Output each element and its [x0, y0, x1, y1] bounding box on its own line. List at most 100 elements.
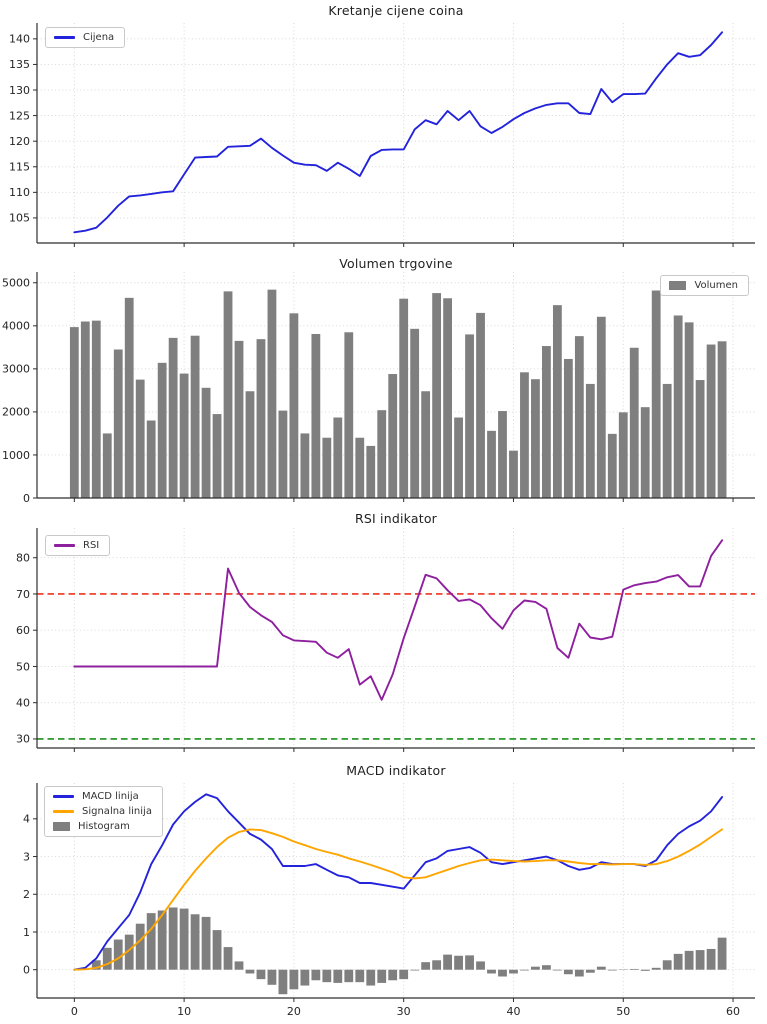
- volumen-patch-swatch-icon: [669, 281, 687, 290]
- legend-label: Signalna linija: [82, 806, 152, 817]
- y-tick-label: 50: [16, 660, 30, 673]
- x-tick-label: 30: [397, 1005, 411, 1018]
- bar: [91, 960, 101, 970]
- bar: [179, 373, 189, 498]
- legend-label: RSI: [83, 540, 100, 551]
- x-tick-label: 60: [726, 1005, 740, 1018]
- macd-line-swatch-icon: [53, 795, 74, 798]
- bar: [190, 914, 200, 970]
- bar: [366, 969, 376, 986]
- bar: [476, 312, 485, 498]
- bar: [465, 955, 474, 970]
- x-tick-label: 10: [177, 1005, 191, 1018]
- x-tick-label: 0: [71, 1005, 78, 1018]
- y-tick-label: 5000: [2, 277, 30, 290]
- bar: [552, 305, 562, 498]
- bar: [256, 969, 266, 980]
- bar: [531, 379, 540, 498]
- bar: [168, 337, 178, 498]
- bar: [135, 923, 145, 970]
- y-tick-label: 2: [23, 888, 30, 901]
- bar: [454, 417, 463, 498]
- bar: [607, 433, 617, 498]
- bar: [289, 313, 299, 498]
- bar: [201, 916, 211, 970]
- rsi-chart-title: RSI indikator: [354, 511, 438, 526]
- bar: [300, 433, 310, 498]
- bar: [520, 372, 529, 498]
- y-tick-label: 4000: [2, 320, 30, 333]
- bar: [498, 411, 507, 498]
- rsi-chart-svg: 30 40 50 60 70 80: [16, 528, 755, 752]
- bar: [223, 947, 233, 970]
- price-chart-svg: 105 110 115 120 125 130 135 140: [9, 23, 755, 247]
- y-tick-label: 4: [23, 813, 30, 826]
- bar: [717, 341, 727, 498]
- x-tick-label: 50: [616, 1005, 630, 1018]
- bar: [443, 954, 452, 970]
- y-tick-label: 2000: [2, 406, 30, 419]
- bar: [443, 298, 452, 498]
- bar: [552, 969, 562, 971]
- bar: [684, 322, 694, 498]
- y-tick-label: 105: [9, 212, 30, 225]
- bar: [487, 430, 496, 498]
- bar: [454, 955, 463, 970]
- bar: [344, 332, 354, 498]
- y-tick-label: 120: [9, 135, 30, 148]
- x-tick-label: 20: [287, 1005, 301, 1018]
- legend-item-cijena: Cijena: [54, 32, 114, 43]
- macd-chart-title: MACD indikator: [346, 763, 446, 778]
- series-line: [73, 539, 724, 701]
- bar: [531, 966, 540, 970]
- bar: [542, 346, 551, 498]
- bar: [706, 948, 716, 970]
- series-line: [73, 828, 724, 971]
- bar: [91, 320, 101, 498]
- histogram-patch-swatch-icon: [53, 822, 70, 831]
- bar: [651, 967, 661, 970]
- legend-item-signalna-linija: Signalna linija: [53, 806, 152, 817]
- bar: [311, 333, 321, 498]
- macd-chart-legend: MACD linija Signalna linija Histogram: [44, 786, 163, 837]
- bar: [673, 953, 683, 970]
- bar: [509, 450, 518, 498]
- bar: [432, 960, 442, 970]
- bar: [135, 379, 145, 498]
- bar: [80, 321, 90, 498]
- bar: [322, 969, 332, 983]
- bar: [69, 327, 79, 498]
- price-chart-legend: Cijena: [45, 27, 126, 48]
- bar: [355, 437, 365, 498]
- bar: [399, 298, 409, 498]
- bar: [563, 969, 573, 975]
- x-tick-label: 40: [506, 1005, 520, 1018]
- y-tick-label: 1000: [2, 449, 30, 462]
- bar: [146, 913, 156, 970]
- series-line: [73, 31, 724, 234]
- bar: [542, 965, 551, 970]
- bar: [410, 328, 420, 498]
- bar: [256, 339, 266, 498]
- volume-chart-legend: Volumen: [660, 275, 749, 296]
- legend-item-macd-linija: MACD linija: [53, 791, 152, 802]
- bar: [410, 969, 420, 971]
- price-chart-panel: Kretanje cijene coina 105 110 115 120 125 130…: [0, 0, 767, 255]
- bar: [245, 391, 255, 498]
- bar: [662, 383, 672, 498]
- y-tick-label: 40: [16, 696, 30, 709]
- bar: [640, 969, 650, 971]
- y-tick-label: 1: [23, 926, 30, 939]
- cijena-line-swatch-icon: [54, 36, 75, 39]
- bar: [662, 960, 672, 970]
- bar: [465, 334, 474, 498]
- legend-item-rsi: RSI: [54, 540, 99, 551]
- bar: [245, 969, 255, 974]
- bar: [596, 316, 606, 498]
- bar: [399, 969, 409, 980]
- bar: [706, 344, 716, 498]
- bar: [146, 420, 156, 498]
- bar: [300, 969, 310, 986]
- bar: [333, 969, 343, 983]
